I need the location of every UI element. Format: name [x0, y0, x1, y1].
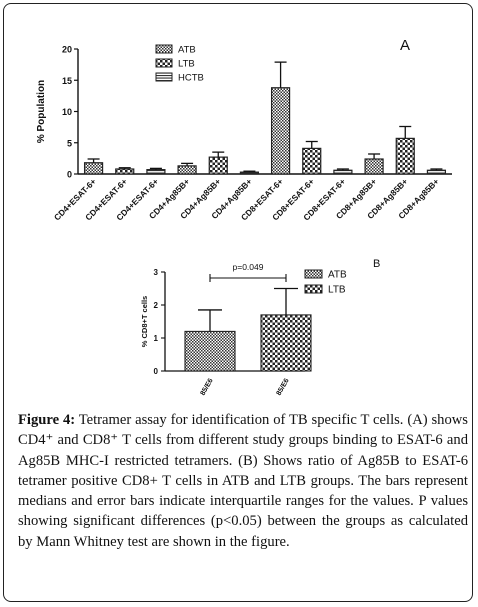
legend-swatch — [304, 284, 323, 294]
bar — [184, 330, 236, 372]
legend-swatch — [304, 269, 323, 279]
y-tick-label: 5 — [67, 138, 72, 148]
bar — [395, 137, 415, 175]
figure-caption: Figure 4: Tetramer assay for identificat… — [18, 410, 468, 552]
legend-label: HCTB — [178, 73, 204, 84]
bar — [333, 169, 353, 175]
y-tick-label: 10 — [62, 107, 72, 117]
legend-label: LTB — [328, 285, 346, 296]
x-tick-label: 85/E6 — [200, 377, 215, 396]
bar — [177, 165, 197, 175]
bar — [146, 169, 166, 175]
panel-label-b: B — [373, 258, 380, 270]
bar — [208, 156, 228, 175]
y-tick-label: 15 — [62, 76, 72, 86]
y-tick-label: 20 — [62, 45, 72, 55]
panel-label-a: A — [400, 37, 410, 54]
bar — [239, 171, 260, 175]
legend-label: LTB — [178, 59, 195, 70]
bar — [260, 314, 312, 372]
legend-swatch — [155, 44, 173, 54]
bar — [83, 162, 104, 175]
legend-swatch — [155, 72, 173, 82]
figure-frame — [3, 3, 473, 602]
bar — [364, 158, 384, 175]
caption-text: Tetramer assay for identification of TB … — [18, 412, 468, 550]
y-axis-label: % CD8+T cells — [140, 296, 149, 347]
bar — [426, 169, 447, 175]
y-tick-label: 1 — [154, 334, 159, 343]
bar — [302, 147, 322, 175]
legend-label: ATB — [328, 270, 347, 281]
chart-b: 0 1 2 3 % CD8+T cells 85/E6 85/E6 p=0.049 ATB LTB… — [140, 258, 380, 397]
y-tick-label: 0 — [154, 367, 159, 376]
bar — [115, 168, 135, 175]
p-value-annotation: p=0.049 — [233, 262, 264, 272]
x-tick-label: 85/E6 — [276, 377, 291, 396]
legend-label: ATB — [178, 45, 196, 56]
y-tick-label: 2 — [154, 301, 159, 310]
y-axis-label: % Population — [36, 80, 47, 143]
y-tick-label: 3 — [154, 268, 159, 277]
legend-swatch — [155, 58, 173, 68]
y-tick-label: 0 — [67, 170, 72, 180]
caption-label: Figure 4: — [18, 412, 76, 428]
bar — [270, 87, 291, 175]
